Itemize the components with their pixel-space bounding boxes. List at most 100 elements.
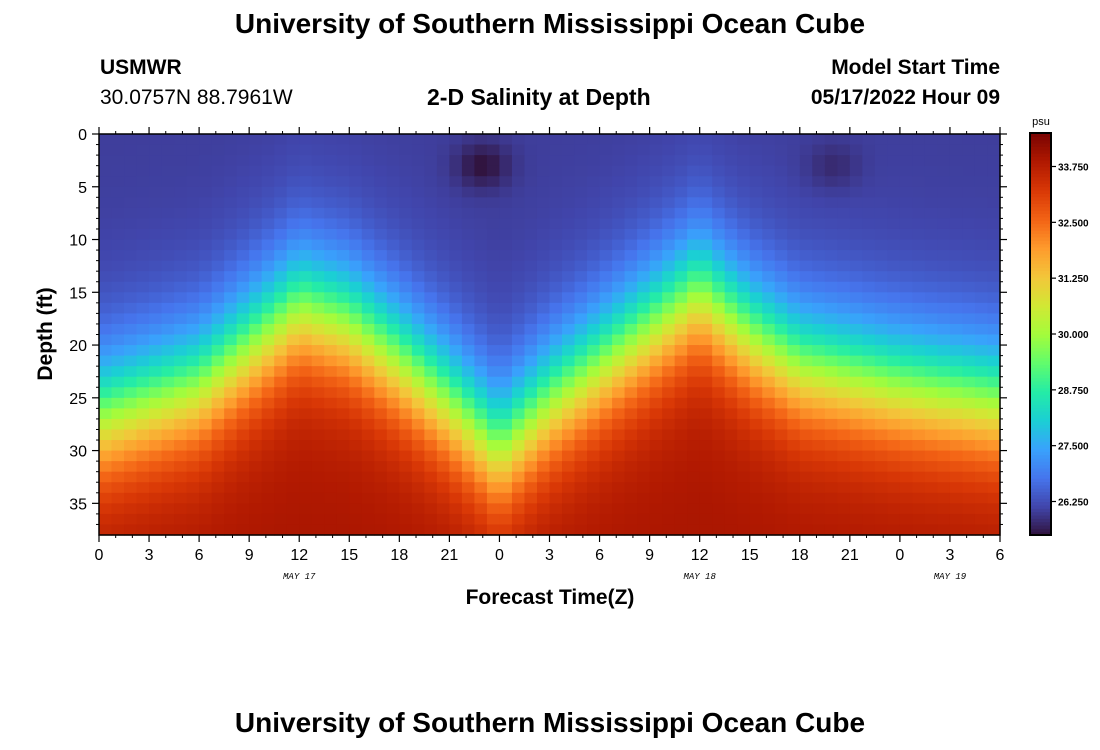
heatmap-cell: [712, 366, 726, 378]
heatmap-cell: [849, 397, 863, 409]
heatmap-cell: [486, 313, 501, 325]
heatmap-cell: [924, 345, 939, 357]
heatmap-cell: [261, 250, 275, 262]
heatmap-cell: [124, 334, 138, 346]
colorbar-swatch: [1030, 411, 1051, 415]
heatmap-cell: [449, 144, 463, 156]
heatmap-cell: [812, 155, 826, 167]
heatmap-cell: [699, 334, 713, 346]
heatmap-cell: [424, 302, 438, 314]
heatmap-cell: [737, 513, 751, 526]
heatmap-cell: [361, 281, 375, 293]
heatmap-cell: [887, 250, 901, 262]
colorbar-swatch: [1030, 427, 1051, 432]
heatmap-cell: [674, 366, 688, 378]
heatmap-cell: [912, 482, 926, 494]
heatmap-cell: [474, 387, 488, 399]
heatmap-cell: [974, 524, 989, 536]
heatmap-cell: [962, 492, 976, 504]
heatmap-cell: [874, 197, 888, 209]
heatmap-cell: [812, 176, 826, 188]
heatmap-cell: [174, 440, 188, 452]
heatmap-cell: [749, 397, 763, 409]
heatmap-cell: [324, 302, 338, 314]
heatmap-cell: [324, 207, 338, 220]
heatmap-cell: [624, 218, 638, 230]
heatmap-cell: [737, 271, 751, 283]
heatmap-cell: [787, 186, 801, 198]
heatmap-cell: [199, 440, 213, 452]
heatmap-cell: [186, 513, 200, 526]
heatmap-cell: [499, 207, 513, 220]
heatmap-cell: [574, 408, 588, 420]
heatmap-cell: [324, 376, 338, 388]
heatmap-cell: [649, 482, 663, 494]
heatmap-cell: [249, 387, 263, 399]
heatmap-cell: [637, 376, 651, 388]
heatmap-cell: [374, 134, 388, 146]
heatmap-cell: [136, 513, 150, 526]
heatmap-cell: [749, 376, 763, 388]
colorbar-swatch: [1030, 169, 1051, 174]
heatmap-cell: [161, 345, 175, 357]
colorbar-swatch: [1030, 320, 1051, 325]
heatmap-cell: [674, 440, 688, 452]
heatmap-cell: [724, 228, 738, 241]
colorbar-swatch: [1030, 223, 1051, 228]
heatmap-cell: [449, 418, 463, 431]
heatmap-cell: [949, 292, 964, 304]
heatmap-cell: [799, 239, 813, 251]
heatmap-cell: [261, 176, 275, 188]
heatmap-cell: [286, 281, 300, 293]
heatmap-cell: [624, 239, 638, 251]
heatmap-cell: [724, 450, 738, 462]
heatmap-cell: [874, 418, 888, 431]
heatmap-cell: [774, 239, 788, 251]
heatmap-cell: [274, 503, 288, 515]
heatmap-cell: [612, 418, 626, 431]
heatmap-cell: [674, 471, 688, 483]
heatmap-cell: [336, 429, 350, 441]
heatmap-cell: [136, 281, 150, 293]
heatmap-cell: [336, 376, 350, 388]
heatmap-cell: [712, 482, 726, 494]
heatmap-cell: [449, 345, 463, 357]
heatmap-cell: [949, 355, 964, 367]
heatmap-cell: [962, 218, 976, 230]
heatmap-cell: [737, 323, 751, 336]
heatmap-cell: [574, 503, 588, 515]
heatmap-cell: [862, 228, 876, 241]
heatmap-cell: [987, 482, 1001, 494]
heatmap-cell: [174, 397, 188, 409]
heatmap-cell: [311, 450, 325, 462]
heatmap-cell: [962, 302, 976, 314]
heatmap-cell: [349, 271, 363, 283]
heatmap-cell: [99, 429, 113, 441]
heatmap-cell: [787, 471, 801, 483]
heatmap-cell: [849, 376, 863, 388]
heatmap-cell: [99, 440, 113, 452]
heatmap-cell: [874, 429, 888, 441]
heatmap-cell: [724, 366, 738, 378]
heatmap-cell: [674, 450, 688, 462]
colorbar-swatch: [1030, 220, 1051, 225]
heatmap-cell: [436, 292, 450, 304]
heatmap-cell: [674, 397, 688, 409]
heatmap-cell: [236, 281, 250, 293]
heatmap-cell: [361, 387, 375, 399]
heatmap-cell: [637, 239, 651, 251]
heatmap-cell: [662, 440, 676, 452]
heatmap-cell: [624, 334, 638, 346]
heatmap-cell: [924, 429, 939, 441]
colorbar-swatch: [1030, 340, 1051, 345]
heatmap-cell: [411, 313, 425, 325]
heatmap-cell: [286, 186, 300, 198]
heatmap-cell: [674, 144, 688, 156]
heatmap-cell: [474, 355, 488, 367]
heatmap-cell: [737, 387, 751, 399]
colorbar-swatch: [1030, 454, 1051, 459]
heatmap-cell: [449, 218, 463, 230]
heatmap-cell: [336, 323, 350, 336]
heatmap-cell: [174, 176, 188, 188]
